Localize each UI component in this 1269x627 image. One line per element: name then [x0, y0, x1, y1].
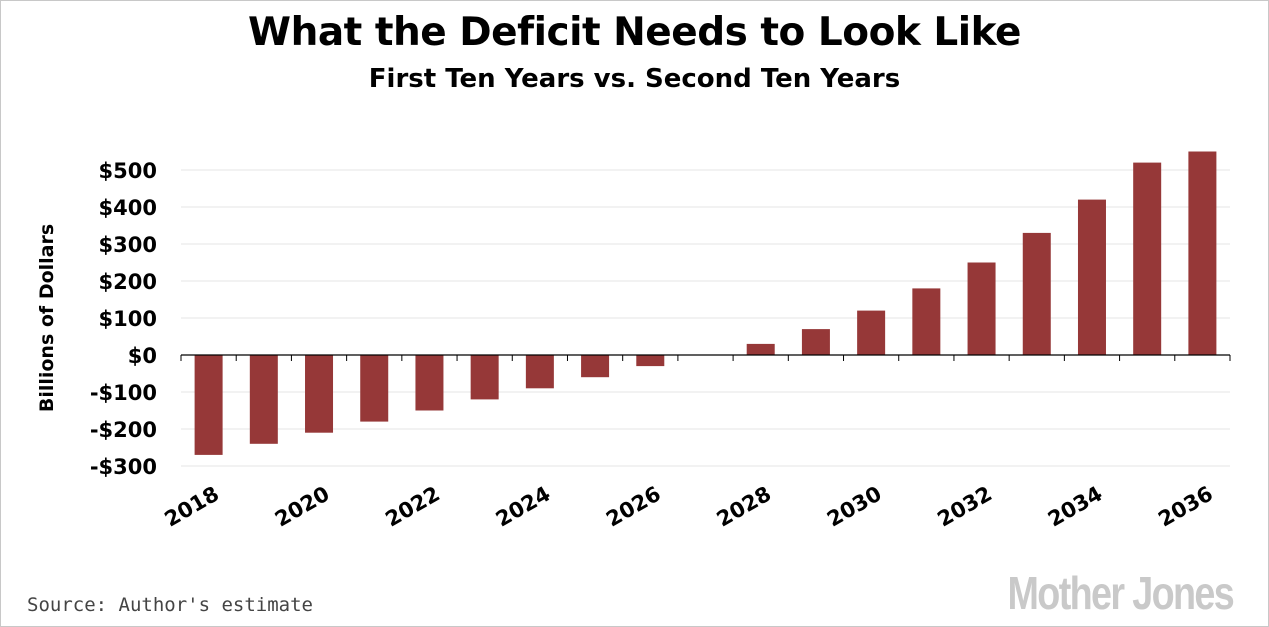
x-tick-label: 2030 — [823, 482, 886, 532]
y-tick-label: -$100 — [90, 381, 157, 405]
y-tick-label: $500 — [99, 159, 157, 183]
y-tick-label: $400 — [99, 196, 157, 220]
chart-title: What the Deficit Needs to Look Like — [248, 10, 1021, 55]
y-tick-label: -$200 — [90, 418, 157, 442]
y-tick-labels: $500 $400 $300 $200 $100 $0 -$100 -$200 -$300 — [90, 159, 157, 479]
y-tick-label: $200 — [99, 270, 157, 294]
bar-2029 — [801, 329, 830, 355]
bar-2035 — [1133, 162, 1162, 355]
chart-subtitle: First Ten Years vs. Second Ten Years — [368, 64, 901, 94]
bar-2032 — [967, 262, 996, 355]
bar-2024 — [525, 355, 554, 389]
bar-2023 — [470, 355, 499, 400]
x-tick-label: 2018 — [160, 482, 223, 532]
bar-2031 — [912, 288, 941, 355]
x-tick-label: 2032 — [933, 482, 996, 532]
x-tick-label: 2034 — [1044, 482, 1107, 532]
bar-2020 — [305, 355, 334, 433]
x-tick-label: 2022 — [381, 482, 444, 532]
bar-2021 — [360, 355, 389, 422]
mother-jones-logo: Mother Jones — [1007, 567, 1234, 619]
y-axis-label: Billions of Dollars — [36, 224, 58, 412]
bar-2030 — [857, 310, 886, 355]
bar-2025 — [581, 355, 610, 378]
bar-2018 — [194, 355, 223, 455]
gridlines — [181, 169, 1230, 467]
bar-2034 — [1077, 199, 1106, 355]
bar-2033 — [1022, 232, 1051, 355]
bar-2022 — [415, 355, 444, 411]
x-tick-label: 2028 — [713, 482, 776, 532]
bars — [194, 151, 1217, 455]
x-tick-label: 2024 — [492, 482, 555, 532]
x-tick-label: 2026 — [602, 482, 665, 532]
bar-2026 — [636, 355, 665, 367]
y-tick-label: $100 — [99, 307, 157, 331]
x-axis — [180, 354, 1231, 361]
bar-2036 — [1188, 151, 1217, 355]
source-note: Source: Author's estimate — [27, 594, 313, 616]
y-tick-label: $0 — [128, 344, 157, 368]
x-tick-labels: 2018 2020 2022 2024 2026 2028 2030 2032 2034 2036 — [160, 482, 1216, 532]
x-tick-label: 2036 — [1154, 482, 1217, 532]
bar-2028 — [746, 343, 775, 355]
x-tick-label: 2020 — [271, 482, 334, 532]
bar-2019 — [249, 355, 278, 444]
y-tick-label: -$300 — [90, 455, 157, 479]
y-tick-label: $300 — [99, 233, 157, 257]
